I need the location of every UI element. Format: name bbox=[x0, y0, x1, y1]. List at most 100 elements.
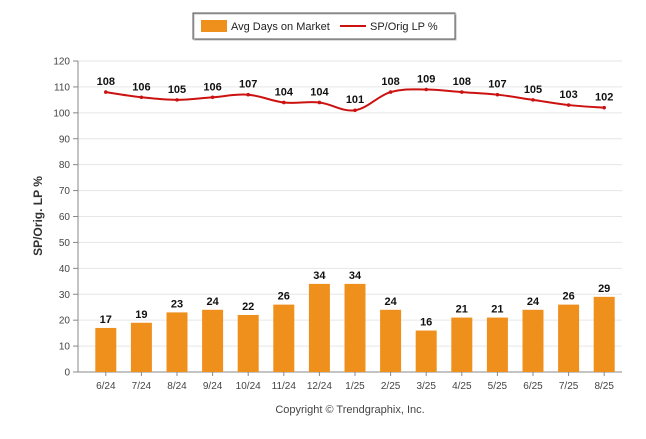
line-data-label: 106 bbox=[203, 81, 221, 93]
x-tick-label: 11/24 bbox=[272, 381, 297, 392]
line-point bbox=[139, 95, 144, 100]
bar bbox=[415, 330, 437, 372]
bar-data-label: 24 bbox=[527, 296, 540, 308]
y-tick-label: 20 bbox=[59, 316, 71, 327]
line-point bbox=[317, 100, 322, 105]
line-point bbox=[246, 92, 250, 97]
bar-data-label: 19 bbox=[135, 309, 147, 321]
line-point bbox=[210, 95, 215, 100]
line-data-label: 102 bbox=[595, 92, 613, 104]
x-tick-label: 1/25 bbox=[345, 381, 365, 392]
legend-line-label: SP/Orig LP % bbox=[370, 21, 438, 33]
bar bbox=[308, 283, 330, 372]
bar-data-label: 26 bbox=[278, 291, 290, 303]
x-tick-label: 10/24 bbox=[236, 381, 261, 392]
bar bbox=[451, 317, 473, 372]
line-data-label: 109 bbox=[417, 74, 435, 86]
bar bbox=[558, 304, 580, 372]
bar-data-label: 34 bbox=[349, 270, 362, 282]
x-tick-label: 6/24 bbox=[96, 381, 116, 392]
x-tick-label: 12/24 bbox=[307, 381, 332, 392]
bar-data-label: 26 bbox=[562, 291, 574, 303]
y-tick-label: 80 bbox=[59, 160, 71, 171]
bar-data-label: 21 bbox=[456, 304, 468, 316]
bar bbox=[95, 327, 117, 372]
y-tick-label: 40 bbox=[59, 264, 71, 275]
line-data-label: 107 bbox=[488, 79, 506, 91]
y-tick-label: 50 bbox=[59, 238, 71, 249]
line-point bbox=[353, 108, 357, 113]
copyright-text: Copyright © Trendgraphix, Inc. bbox=[275, 404, 424, 416]
bar-data-label: 21 bbox=[491, 304, 503, 316]
bar-data-label: 24 bbox=[384, 296, 397, 308]
data-label-layer: 17 19 23 24 22 26 34 34 24 16 21 21 24 26 29 108 106 105 1… bbox=[97, 74, 614, 329]
bar bbox=[593, 296, 615, 372]
line-point bbox=[282, 100, 286, 105]
y-tick-label: 90 bbox=[59, 134, 71, 145]
y-axis-label: SP/Orig. LP % bbox=[31, 176, 45, 256]
x-tick-label: 7/25 bbox=[559, 381, 579, 392]
y-tick-label: 10 bbox=[59, 342, 71, 353]
legend-box bbox=[192, 12, 456, 40]
bar-layer bbox=[95, 283, 615, 372]
line-data-label: 105 bbox=[168, 84, 186, 96]
bar bbox=[130, 322, 152, 372]
y-tick-label: 60 bbox=[59, 212, 71, 223]
bar-data-label: 17 bbox=[100, 314, 112, 326]
line-data-label: 107 bbox=[239, 79, 257, 91]
x-tick-label: 4/25 bbox=[452, 381, 472, 392]
bar-data-label: 23 bbox=[171, 298, 183, 310]
x-tick-label: 5/25 bbox=[488, 381, 508, 392]
bar-data-label: 34 bbox=[313, 270, 326, 282]
line-point bbox=[388, 90, 393, 94]
y-tick-label: 70 bbox=[59, 186, 71, 197]
bar-data-label: 24 bbox=[206, 296, 219, 308]
line-data-label: 108 bbox=[381, 76, 399, 88]
line-data-label: 103 bbox=[559, 89, 577, 101]
line-data-label: 104 bbox=[310, 86, 329, 98]
bar-data-label: 22 bbox=[242, 301, 254, 313]
line-data-label: 106 bbox=[132, 81, 150, 93]
line-layer bbox=[104, 87, 606, 113]
bar-data-label: 16 bbox=[420, 317, 432, 329]
line-point bbox=[175, 98, 179, 102]
line-point bbox=[104, 90, 108, 94]
y-tick-label: 110 bbox=[54, 82, 70, 93]
line-data-label: 108 bbox=[453, 76, 471, 88]
line-point bbox=[424, 87, 429, 92]
line-point bbox=[602, 105, 606, 110]
line-data-label: 108 bbox=[97, 76, 115, 88]
y-tick-label: 100 bbox=[53, 108, 70, 119]
line-point bbox=[495, 92, 500, 97]
legend: Avg Days on Market SP/Orig LP % bbox=[192, 12, 457, 41]
x-tick-label: 2/25 bbox=[381, 381, 401, 392]
line-data-label: 101 bbox=[346, 94, 364, 106]
bar bbox=[202, 309, 224, 372]
x-tick-label: 7/24 bbox=[132, 381, 152, 392]
line-data-label: 104 bbox=[275, 86, 294, 98]
legend-bar-label: Avg Days on Market bbox=[231, 21, 330, 33]
line-point bbox=[460, 90, 464, 94]
x-tick-label: 9/24 bbox=[203, 381, 223, 392]
line-point bbox=[531, 98, 535, 102]
line-data-label: 105 bbox=[524, 84, 542, 96]
axis-layer: 0 10 20 30 40 50 60 70 80 90 100 110 120 6/24 7/24 8/24… bbox=[53, 57, 622, 392]
bar bbox=[166, 312, 188, 372]
bar bbox=[273, 304, 295, 372]
line-point bbox=[566, 103, 571, 107]
x-tick-label: 8/25 bbox=[594, 381, 614, 392]
bar-data-label: 29 bbox=[598, 283, 610, 295]
legend-bar-swatch bbox=[201, 20, 227, 32]
bar bbox=[486, 317, 508, 372]
bar bbox=[237, 314, 259, 372]
y-tick-label: 0 bbox=[64, 368, 70, 379]
bar bbox=[380, 309, 402, 372]
x-tick-label: 8/24 bbox=[167, 381, 187, 392]
x-tick-label: 6/25 bbox=[523, 381, 543, 392]
y-tick-label: 120 bbox=[53, 57, 70, 68]
y-tick-label: 30 bbox=[59, 290, 71, 301]
bar bbox=[522, 309, 544, 372]
bar bbox=[344, 283, 366, 372]
x-tick-label: 3/25 bbox=[416, 381, 436, 392]
